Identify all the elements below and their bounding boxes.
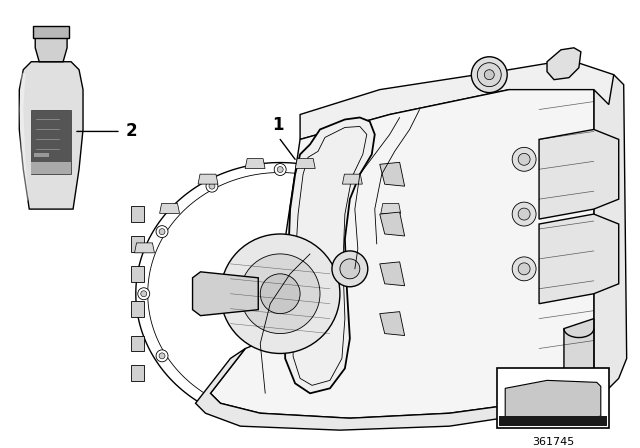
Polygon shape <box>31 162 71 174</box>
Polygon shape <box>19 62 83 209</box>
Circle shape <box>274 412 286 424</box>
Circle shape <box>512 257 536 281</box>
Polygon shape <box>211 90 594 418</box>
Polygon shape <box>300 60 619 139</box>
Polygon shape <box>159 203 180 213</box>
Polygon shape <box>245 159 265 168</box>
Polygon shape <box>131 266 144 282</box>
Circle shape <box>141 291 147 297</box>
Circle shape <box>138 288 150 300</box>
Polygon shape <box>131 236 144 252</box>
Circle shape <box>484 70 494 80</box>
Polygon shape <box>539 129 619 219</box>
Polygon shape <box>136 163 424 425</box>
Text: 2: 2 <box>126 122 138 140</box>
Polygon shape <box>342 174 362 184</box>
Circle shape <box>332 251 368 287</box>
Polygon shape <box>564 229 594 299</box>
Polygon shape <box>33 26 69 38</box>
Polygon shape <box>594 75 627 388</box>
Circle shape <box>241 254 320 334</box>
Polygon shape <box>196 349 594 430</box>
Circle shape <box>342 395 355 407</box>
Circle shape <box>396 353 401 359</box>
Bar <box>499 416 607 426</box>
Circle shape <box>512 147 536 171</box>
Polygon shape <box>131 366 144 381</box>
Circle shape <box>518 263 530 275</box>
Circle shape <box>471 57 507 93</box>
Circle shape <box>156 350 168 362</box>
Text: 1: 1 <box>273 116 284 134</box>
Polygon shape <box>134 243 154 253</box>
Polygon shape <box>380 262 404 286</box>
Circle shape <box>274 164 286 176</box>
Circle shape <box>260 274 300 314</box>
Circle shape <box>392 226 404 237</box>
Polygon shape <box>380 212 404 236</box>
Circle shape <box>159 228 165 235</box>
Circle shape <box>277 167 283 172</box>
Text: 361745: 361745 <box>532 437 574 447</box>
Circle shape <box>277 415 283 421</box>
Polygon shape <box>34 153 49 157</box>
Circle shape <box>346 183 351 189</box>
Circle shape <box>156 226 168 237</box>
Polygon shape <box>564 319 594 388</box>
Circle shape <box>340 259 360 279</box>
Circle shape <box>209 183 215 189</box>
Circle shape <box>206 395 218 407</box>
Polygon shape <box>380 312 404 336</box>
Polygon shape <box>285 117 375 393</box>
Bar <box>497 368 609 428</box>
Circle shape <box>518 153 530 165</box>
Circle shape <box>346 398 351 404</box>
Circle shape <box>512 202 536 226</box>
Polygon shape <box>381 203 401 213</box>
Circle shape <box>392 350 404 362</box>
Polygon shape <box>131 301 144 317</box>
Circle shape <box>477 63 501 86</box>
Polygon shape <box>380 162 404 186</box>
Circle shape <box>411 288 422 300</box>
Polygon shape <box>131 336 144 352</box>
Polygon shape <box>31 109 71 174</box>
Circle shape <box>220 234 340 353</box>
Polygon shape <box>295 159 315 168</box>
Polygon shape <box>35 38 67 62</box>
Circle shape <box>159 353 165 359</box>
Circle shape <box>396 228 401 235</box>
Polygon shape <box>131 206 144 222</box>
Circle shape <box>342 180 355 192</box>
Polygon shape <box>198 174 218 184</box>
Circle shape <box>518 208 530 220</box>
Polygon shape <box>539 214 619 304</box>
Circle shape <box>206 180 218 192</box>
Polygon shape <box>547 48 581 80</box>
Polygon shape <box>505 380 601 422</box>
Polygon shape <box>193 272 259 316</box>
Circle shape <box>413 291 420 297</box>
Circle shape <box>209 398 215 404</box>
